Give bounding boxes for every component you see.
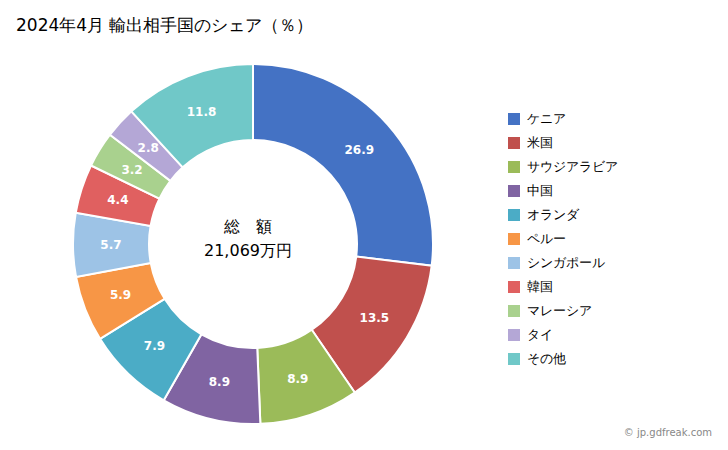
html-text:タイ: タイ [527,327,553,342]
svg-text:11.8: 11.8 [187,105,217,119]
html-text:総 額: 総 額 [224,217,272,236]
svg-text:8.9: 8.9 [209,375,230,389]
html-text:マレーシア: マレーシア [527,303,592,318]
html-text:2024年4月 輸出相手国のシェア（％）: 2024年4月 輸出相手国のシェア（％） [16,15,314,35]
html-text:ペルー: ペルー [527,231,566,246]
html-text:韓国: 韓国 [527,279,553,294]
svg-text:7.9: 7.9 [144,339,165,353]
html-text:サウジアラビア: サウジアラビア [527,159,618,174]
svg-text:2.8: 2.8 [138,141,159,155]
html-text:ケニア: ケニア [527,111,566,126]
svg-text:8.9: 8.9 [287,372,308,386]
html-text:その他: その他 [527,351,566,366]
html-text:米国: 米国 [527,135,553,150]
html-text:中国: 中国 [527,183,553,198]
html-text:オランダ: オランダ [527,207,579,222]
svg-text:13.5: 13.5 [360,311,390,325]
svg-text:26.9: 26.9 [344,143,374,157]
svg-text:5.7: 5.7 [100,238,121,252]
html-text:© jp.gdfreak.com: © jp.gdfreak.com [623,427,712,438]
html-text:シンガポール: シンガポール [527,255,605,270]
svg-text:3.2: 3.2 [121,163,142,177]
html-text:21,069万円: 21,069万円 [204,241,292,260]
svg-text:5.9: 5.9 [110,288,131,302]
svg-text:4.4: 4.4 [107,193,128,207]
